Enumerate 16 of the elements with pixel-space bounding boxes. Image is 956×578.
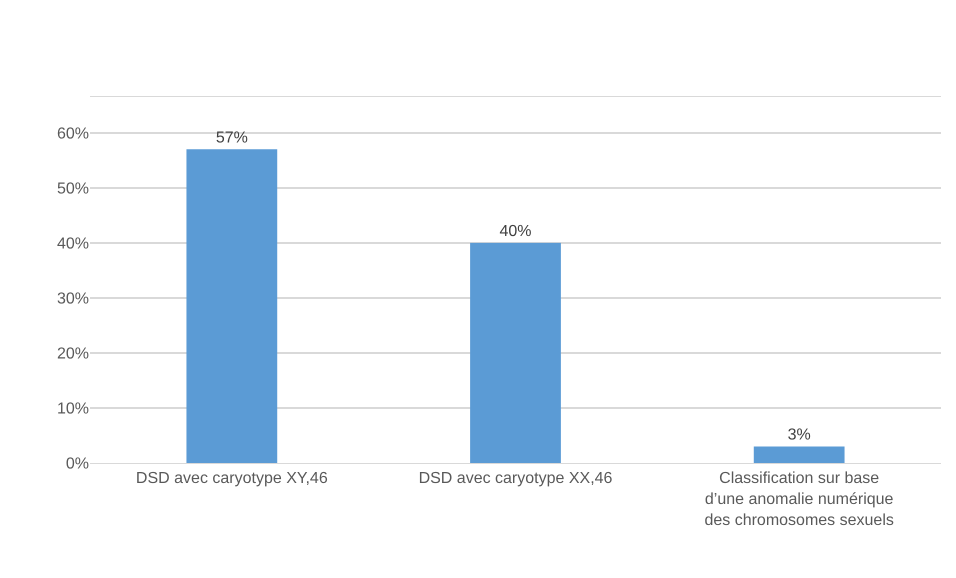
- data-label: 3%: [788, 426, 811, 444]
- bar: [754, 446, 845, 463]
- y-tick-label: 10%: [56, 400, 89, 418]
- y-tick-label: 20%: [56, 346, 89, 363]
- y-tick-label: 30%: [56, 290, 89, 308]
- x-tick-label: DSD avec caryotype XY,46: [136, 470, 328, 488]
- y-tick-label: 50%: [56, 180, 89, 198]
- data-label: 40%: [499, 222, 532, 240]
- x-tick-label: DSD avec caryotype XX,46: [418, 470, 613, 488]
- y-tick-label: 0%: [66, 456, 89, 473]
- bar: [186, 149, 278, 463]
- data-label: 57%: [216, 129, 248, 146]
- bar: [470, 242, 561, 463]
- y-tick-label: 60%: [56, 125, 89, 142]
- x-tick-label: Classification sur base d’une anomalie numérique des chromosomes sexuels: [704, 470, 894, 529]
- y-tick-label: 40%: [56, 235, 89, 252]
